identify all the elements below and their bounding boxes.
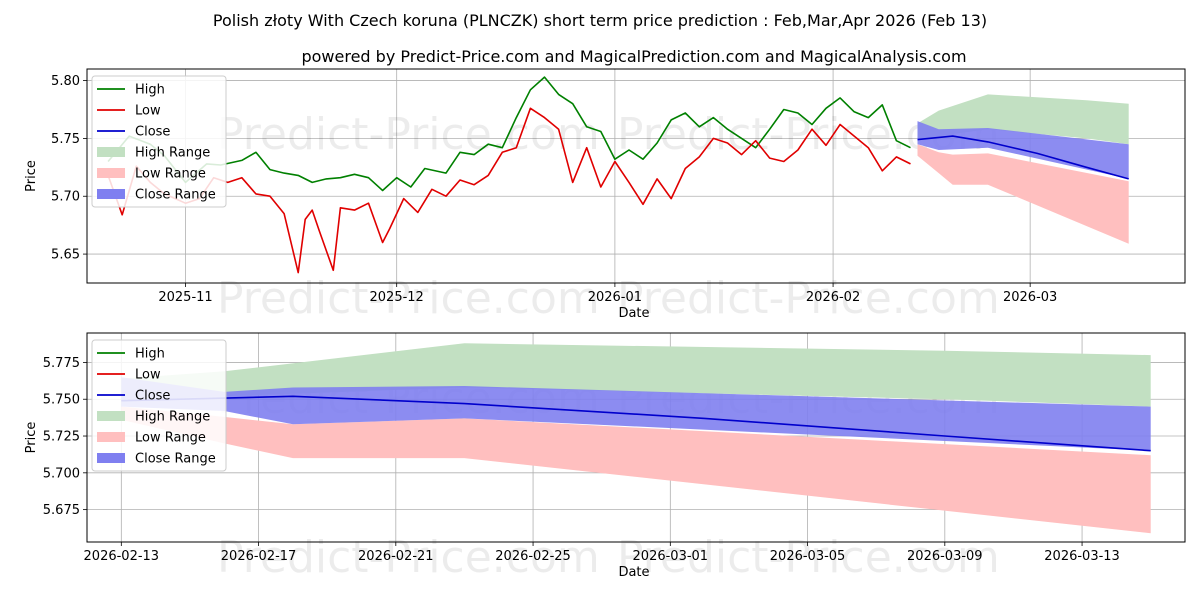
legend-label: Close (135, 389, 170, 404)
x-axis-label: Date (618, 565, 649, 580)
y-axis-label: Price (24, 422, 39, 454)
bottom-chart-panel: Predict-Price.comPredict-Price.comPredic… (24, 332, 1186, 583)
legend-label: High (135, 83, 165, 98)
x-tick-label: 2026-03-13 (1044, 549, 1120, 564)
y-tick-label: 5.70 (51, 190, 80, 205)
y-tick-label: 5.750 (43, 393, 80, 408)
x-tick-label: 2026-03 (1003, 290, 1057, 305)
legend-label: Close Range (135, 452, 216, 467)
legend: High Low Close High Range Low Range Close Ran… (91, 75, 227, 208)
low-range-legend-swatch (97, 432, 125, 442)
legend-label: Low Range (135, 431, 206, 446)
y-tick-label: 5.700 (43, 466, 80, 481)
x-tick-label: 2026-02-17 (221, 549, 297, 564)
low-range-legend-swatch (97, 168, 125, 178)
close-range-legend-swatch (97, 189, 125, 199)
y-tick-label: 5.80 (51, 74, 80, 89)
x-tick-label: 2026-01 (588, 290, 642, 305)
low-series-line (107, 107, 911, 274)
legend-label: High (135, 347, 165, 362)
legend-box (91, 75, 227, 208)
legend-label: High Range (135, 146, 210, 161)
y-tick-label: 5.725 (43, 430, 80, 445)
watermark-text: Predict-Price.com (617, 273, 1000, 324)
high-range-band (121, 343, 1151, 407)
watermark-text: Predict-Price.com (217, 109, 600, 160)
legend-label: Low (135, 368, 161, 383)
y-axis-label: Price (24, 160, 39, 192)
x-tick-label: 2026-03-01 (633, 549, 709, 564)
chart-subtitle: powered by Predict-Price.com and Magical… (301, 47, 966, 66)
high-range-legend-swatch (97, 411, 125, 421)
watermark-text: Predict-Price.com (217, 532, 600, 583)
x-tick-label: 2026-02-13 (84, 549, 160, 564)
x-tick-label: 2026-02-21 (358, 549, 434, 564)
high-series-line (107, 76, 911, 192)
x-tick-label: 2026-03-05 (770, 549, 846, 564)
legend-label: High Range (135, 410, 210, 425)
x-tick-label: 2025-11 (158, 290, 212, 305)
close-series-line (121, 395, 1151, 452)
legend-label: Close (135, 125, 170, 140)
high-range-band (917, 94, 1129, 145)
high-range-legend-swatch (97, 147, 125, 157)
y-tick-label: 5.775 (43, 356, 80, 371)
legend-label: Close Range (135, 188, 216, 203)
close-range-legend-swatch (97, 453, 125, 463)
watermark-text: Predict-Price.com (217, 273, 600, 324)
low-range-band (917, 144, 1129, 244)
chart-title: Polish złoty With Czech koruna (PLNCZK) … (213, 11, 987, 30)
legend: High Low Close High Range Low Range Close Ran… (91, 339, 227, 472)
close-series-line (917, 135, 1129, 180)
y-tick-label: 5.65 (51, 248, 80, 263)
top-chart-panel: Predict-Price.com Predict-Price.com Predic… (24, 68, 1186, 324)
legend-label: Low Range (135, 167, 206, 182)
x-tick-label: 2026-03-09 (907, 549, 983, 564)
plot-frame (86, 68, 1186, 284)
legend-box (91, 339, 227, 472)
x-axis-label: Date (618, 306, 649, 321)
y-tick-label: 5.75 (51, 132, 80, 147)
legend-label: Low (135, 104, 161, 119)
y-tick-label: 5.675 (43, 503, 80, 518)
plot-frame (86, 332, 1186, 543)
low-range-band (121, 406, 1151, 534)
x-tick-label: 2026-02 (806, 290, 860, 305)
x-tick-label: 2025-12 (370, 290, 424, 305)
watermark-text: Predict-Price.com (617, 532, 1000, 583)
x-tick-label: 2026-02-25 (495, 549, 571, 564)
